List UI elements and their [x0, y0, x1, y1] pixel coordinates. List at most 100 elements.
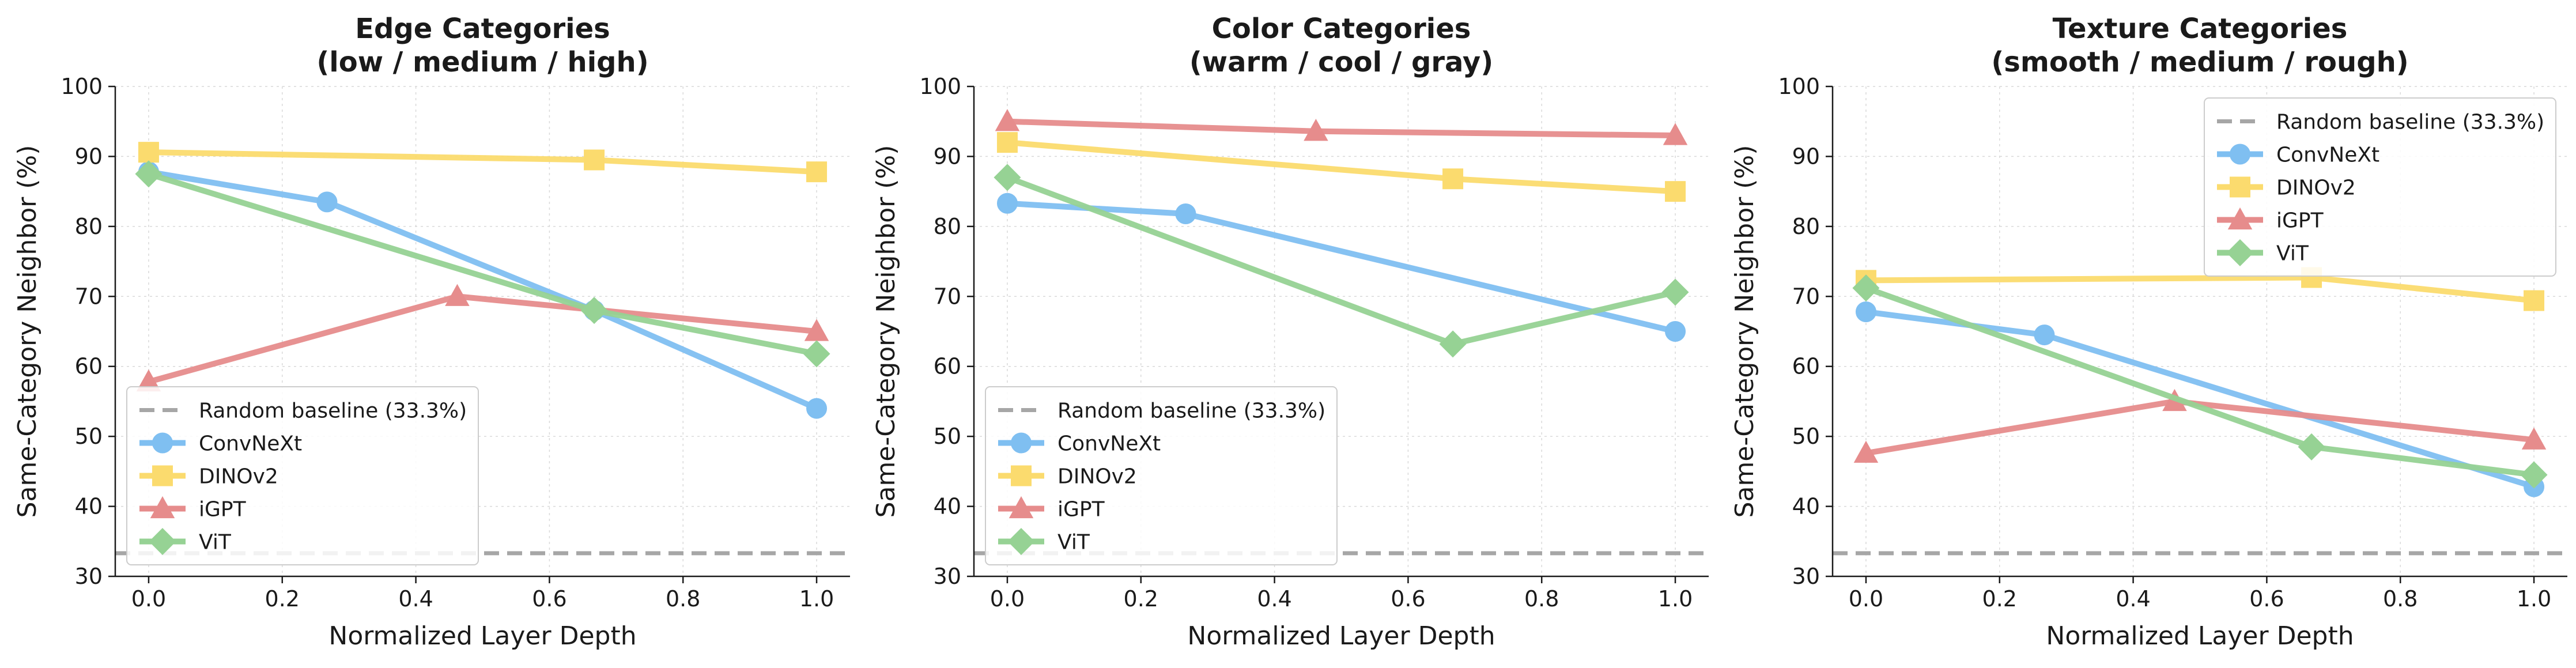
- chart-panel-color: 0.0 0.2 0.4 0.6 0.8 1.0 30 40 50 60 70 80 90 100 Norma…: [871, 13, 1709, 651]
- chart-title: (low / medium / high): [316, 46, 648, 78]
- data-point-igpt: [1304, 119, 1328, 141]
- data-point-dinov2: [1442, 168, 1464, 190]
- x-tick-label: 0.6: [532, 586, 566, 612]
- data-point-vit: [1852, 274, 1880, 302]
- data-point-igpt: [1663, 123, 1688, 145]
- y-tick-label: 30: [1792, 564, 1820, 589]
- legend-label: DINOv2: [1057, 465, 1137, 489]
- data-point-vit: [2520, 461, 2548, 489]
- legend-label: ConvNeXt: [199, 432, 302, 456]
- legend-label: iGPT: [1057, 498, 1105, 522]
- legend-label: Random baseline (33.3%): [199, 399, 467, 423]
- y-tick-label: 90: [934, 144, 961, 169]
- data-point-dinov2: [138, 142, 159, 163]
- x-tick-label: 0.2: [1982, 586, 2017, 612]
- y-tick-label: 70: [75, 284, 103, 309]
- legend-marker-vit: [149, 527, 176, 556]
- legend-marker-igpt: [1009, 496, 1034, 519]
- x-tick-label: 0.8: [1524, 586, 1559, 612]
- x-tick-label: 0.2: [265, 586, 300, 612]
- data-point-vit: [2298, 433, 2325, 461]
- legend-marker-convnext: [152, 432, 173, 454]
- data-point-convnext: [2034, 324, 2055, 346]
- legend-marker-igpt: [150, 496, 175, 519]
- data-point-dinov2: [806, 161, 828, 183]
- data-point-vit: [580, 297, 608, 324]
- series-line-dinov2: [1863, 274, 2537, 304]
- data-point-dinov2: [996, 132, 1018, 153]
- x-axis-label: Normalized Layer Depth: [2046, 621, 2354, 651]
- chart-title: (smooth / medium / rough): [1991, 46, 2408, 78]
- chart-panel-edge: 0.0 0.2 0.4 0.6 0.8 1.0 30 40 50 60 70 80 90 100 Norma…: [13, 13, 850, 651]
- legend-label: DINOv2: [2276, 176, 2356, 200]
- y-tick-label: 70: [934, 284, 961, 309]
- legend-label: Random baseline (33.3%): [2276, 111, 2544, 134]
- y-tick-label: 60: [934, 354, 961, 379]
- legend-label: ViT: [199, 531, 232, 554]
- legend-marker-vit: [2226, 239, 2254, 267]
- data-point-vit: [1439, 330, 1467, 358]
- x-axis-label: Normalized Layer Depth: [1187, 621, 1495, 651]
- x-tick-label: 1.0: [1658, 586, 1693, 612]
- x-tick-label: 0.0: [990, 586, 1025, 612]
- legend-label: ViT: [2276, 242, 2309, 266]
- legend-label: Random baseline (33.3%): [1057, 399, 1325, 423]
- data-point-convnext: [1855, 301, 1876, 322]
- legend-marker-vit: [1007, 527, 1035, 556]
- y-tick-label: 80: [934, 214, 961, 239]
- y-tick-label: 50: [75, 424, 103, 449]
- y-tick-label: 80: [1792, 214, 1820, 239]
- data-point-dinov2: [584, 149, 605, 171]
- legend-box: [985, 386, 1338, 565]
- y-axis-label: Same-Category Neighbor (%): [13, 145, 42, 518]
- y-tick-label: 70: [1792, 284, 1820, 309]
- legend-label: ConvNeXt: [2276, 144, 2379, 167]
- legend-marker-igpt: [2227, 207, 2253, 230]
- legend: Random baseline (33.3%) ConvNeXt DINOv2 iGP…: [126, 386, 479, 565]
- data-point-igpt: [2521, 427, 2547, 450]
- legend-box: [2204, 97, 2556, 277]
- series-line-igpt: [145, 293, 820, 385]
- data-point-convnext: [996, 193, 1018, 214]
- y-tick-label: 100: [919, 74, 961, 99]
- y-tick-label: 60: [1792, 354, 1820, 379]
- data-point-vit: [1661, 278, 1689, 306]
- series-line-vit: [1004, 174, 1679, 347]
- data-point-vit: [994, 164, 1021, 191]
- data-point-igpt: [445, 284, 470, 306]
- series-line-dinov2: [145, 149, 820, 175]
- legend-marker-convnext: [2230, 144, 2250, 165]
- y-tick-label: 80: [75, 214, 103, 239]
- x-tick-label: 0.0: [131, 586, 166, 612]
- y-tick-label: 100: [61, 74, 103, 99]
- series-line-igpt: [1004, 118, 1679, 138]
- y-tick-label: 40: [75, 494, 103, 519]
- data-point-vit: [135, 160, 163, 188]
- chart-title: Color Categories: [1212, 13, 1471, 45]
- data-point-convnext: [316, 191, 338, 213]
- y-axis-label: Same-Category Neighbor (%): [1730, 145, 1759, 518]
- y-tick-label: 30: [75, 564, 103, 589]
- data-point-convnext: [806, 398, 828, 419]
- chart-title: (warm / cool / gray): [1189, 46, 1493, 78]
- y-tick-label: 50: [1792, 424, 1820, 449]
- y-tick-label: 90: [75, 144, 103, 169]
- y-tick-label: 50: [934, 424, 961, 449]
- legend-label: ViT: [1057, 531, 1090, 554]
- legend: Random baseline (33.3%) ConvNeXt DINOv2 iGP…: [985, 386, 1338, 565]
- x-tick-label: 1.0: [2517, 586, 2551, 612]
- data-point-igpt: [995, 109, 1020, 131]
- series-line-convnext: [145, 169, 820, 412]
- y-tick-label: 40: [1792, 494, 1820, 519]
- data-point-dinov2: [2524, 290, 2545, 311]
- y-tick-label: 30: [934, 564, 961, 589]
- x-tick-label: 0.8: [2383, 586, 2418, 612]
- y-axis-label: Same-Category Neighbor (%): [871, 145, 901, 518]
- data-point-convnext: [1175, 203, 1196, 224]
- y-tick-label: 40: [934, 494, 961, 519]
- legend-label: iGPT: [2276, 209, 2324, 233]
- x-tick-label: 0.4: [398, 586, 433, 612]
- legend-marker-dinov2: [1011, 465, 1032, 486]
- legend-marker-dinov2: [2230, 176, 2250, 198]
